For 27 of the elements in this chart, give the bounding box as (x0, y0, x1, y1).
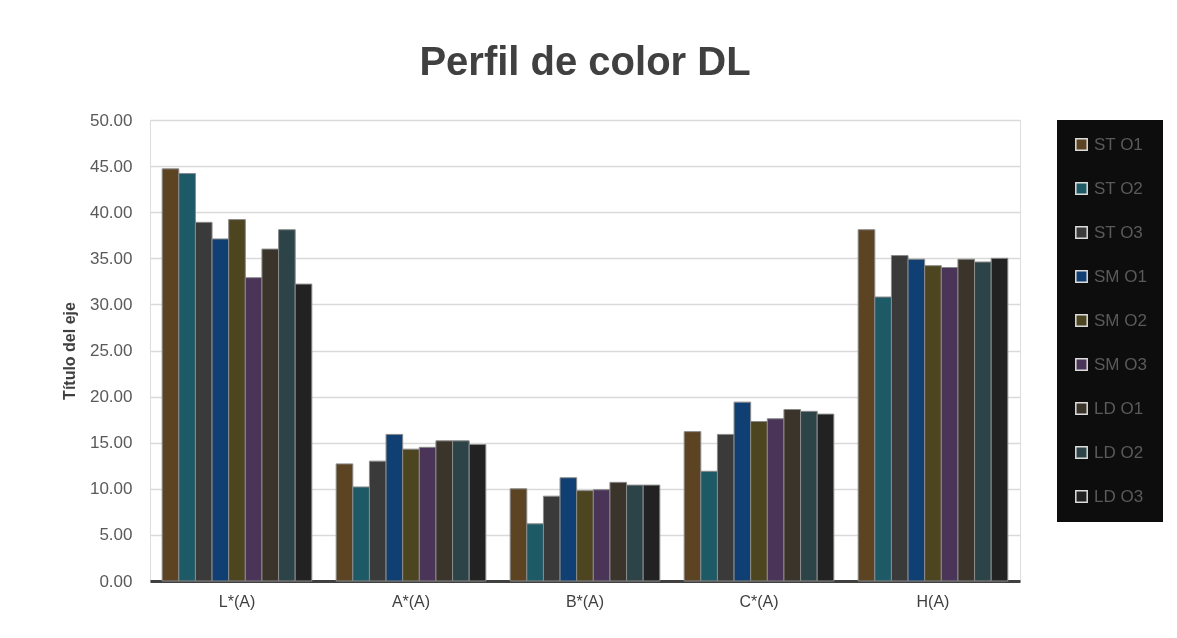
chart-title: Perfil de color DL (419, 39, 751, 83)
y-tick-label: 35.00 (89, 248, 133, 268)
legend-label: ST O2 (1094, 178, 1143, 198)
y-tick-label: 10.00 (89, 479, 133, 499)
legend-label: ST O1 (1094, 134, 1143, 154)
y-tick-label: 50.00 (89, 110, 133, 130)
legend-label: LD O2 (1094, 442, 1144, 462)
y-tick-label: 40.00 (89, 202, 133, 222)
legend-label: ST O3 (1094, 222, 1143, 242)
x-tick-label: C*(A) (739, 592, 779, 610)
y-tick-label: 45.00 (89, 156, 133, 176)
y-tick-label: 0.00 (99, 571, 133, 591)
y-axis-title: Título del eje (60, 302, 78, 400)
y-tick-label: 30.00 (89, 294, 133, 314)
y-tick-label: 20.00 (89, 387, 133, 407)
legend-label: LD O3 (1094, 486, 1144, 506)
legend-label: SM O3 (1094, 354, 1147, 374)
y-tick-label: 5.00 (99, 525, 133, 545)
legend-label: SM O2 (1094, 310, 1147, 330)
y-tick-label: 25.00 (89, 341, 133, 360)
x-tick-label: L*(A) (218, 592, 256, 610)
y-tick-label: 15.00 (89, 433, 133, 453)
x-tick-label: B*(A) (565, 592, 605, 610)
legend-label: SM O1 (1094, 266, 1147, 286)
x-tick-label: A*(A) (391, 592, 431, 610)
x-tick-label: H(A) (916, 592, 950, 610)
legend-label: LD O1 (1094, 398, 1144, 418)
